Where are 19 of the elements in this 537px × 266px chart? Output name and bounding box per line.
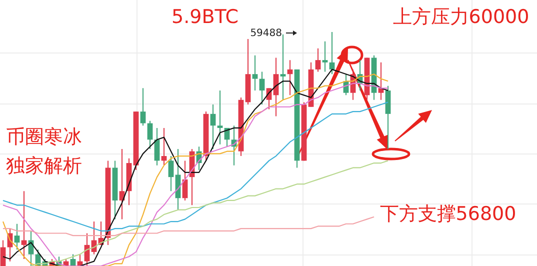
candlestick [315,48,321,72]
candlestick [385,85,391,150]
candlestick [14,223,20,250]
candlestick [217,90,223,145]
candlestick [210,104,216,150]
annotation: 独家解析 [6,155,82,177]
annotation: 59488 [250,28,282,39]
candlestick [147,120,153,150]
candlestick [280,34,286,100]
candlestick [329,32,335,75]
candlestick [140,88,146,126]
chart-title: 5.9BTC [171,6,239,28]
candlestick [322,40,328,72]
candlestick [168,156,174,192]
candlestick [259,71,265,106]
candlestick [252,54,258,91]
annotation: 币圈寒冰 [6,126,82,148]
annotation: 下方支撑56800 [380,203,516,225]
text: 上方压力60000 [392,6,530,28]
